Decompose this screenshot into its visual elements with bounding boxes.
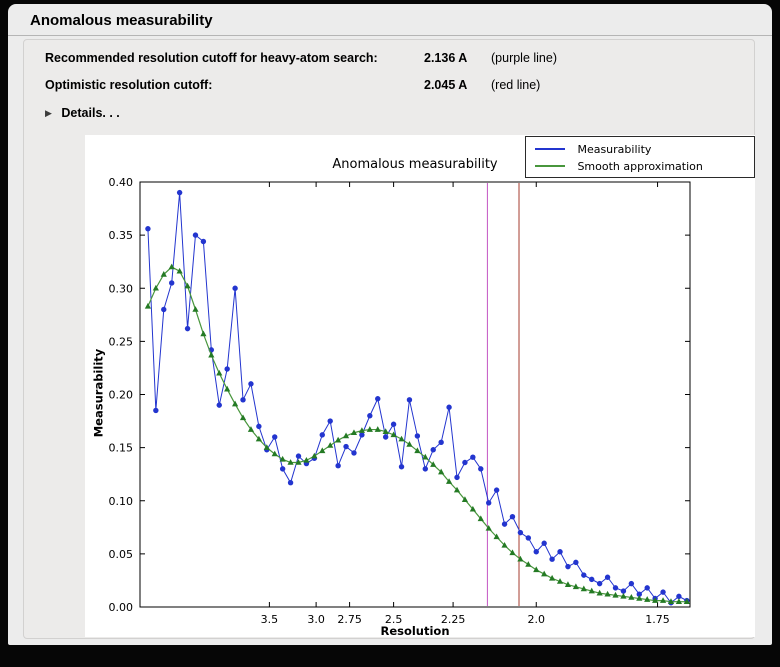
optimistic-cutoff-label: Optimistic resolution cutoff: xyxy=(45,78,213,92)
svg-text:2.5: 2.5 xyxy=(385,613,403,626)
summary-panel: Recommended resolution cutoff for heavy-… xyxy=(23,39,755,639)
smooth-approximation-line-swatch xyxy=(535,165,565,167)
optimistic-cutoff-note: (red line) xyxy=(491,78,541,92)
recommended-cutoff-value: 2.136 A xyxy=(424,51,468,65)
legend-item-smooth-approximation: Smooth approximation xyxy=(526,157,754,174)
svg-text:2.75: 2.75 xyxy=(337,613,362,626)
svg-text:0.05: 0.05 xyxy=(109,548,134,561)
recommended-cutoff-label: Recommended resolution cutoff for heavy-… xyxy=(45,51,378,65)
svg-text:0.10: 0.10 xyxy=(109,495,134,508)
svg-text:0.25: 0.25 xyxy=(109,335,134,348)
disclosure-triangle-icon[interactable]: ▶ xyxy=(45,108,52,118)
svg-text:0.15: 0.15 xyxy=(109,442,134,455)
svg-text:3.0: 3.0 xyxy=(307,613,325,626)
chart-legend: Measurability Smooth approximation xyxy=(525,136,755,178)
header-divider xyxy=(8,35,772,36)
x-axis-label: Resolution xyxy=(380,624,450,638)
info-row-optimistic-cutoff: Optimistic resolution cutoff: 2.045 A (r… xyxy=(24,78,754,94)
svg-text:0.35: 0.35 xyxy=(109,229,134,242)
svg-text:0.30: 0.30 xyxy=(109,282,134,295)
details-disclosure[interactable]: ▶ Details. . . xyxy=(45,106,120,122)
details-label: Details. . . xyxy=(61,106,120,120)
chart-title: Anomalous measurability xyxy=(332,157,498,172)
svg-text:2.25: 2.25 xyxy=(441,613,466,626)
legend-item-measurability: Measurability xyxy=(526,140,754,157)
svg-text:0.00: 0.00 xyxy=(109,601,134,614)
y-axis-label: Measurability xyxy=(91,348,106,438)
svg-text:0.40: 0.40 xyxy=(109,176,134,189)
legend-label-smooth-approximation: Smooth approximation xyxy=(577,160,703,173)
page-title: Anomalous measurability xyxy=(30,12,213,29)
legend-label-measurability: Measurability xyxy=(577,143,652,156)
svg-text:0.20: 0.20 xyxy=(109,389,134,402)
info-row-recommended-cutoff: Recommended resolution cutoff for heavy-… xyxy=(24,51,754,67)
chart-figure: 0.00 0.05 0.10 0.15 0.20 0.25 0.30 0.35 0.40 3.5 3… xyxy=(85,135,755,638)
optimistic-cutoff-value: 2.045 A xyxy=(424,78,468,92)
recommended-cutoff-note: (purple line) xyxy=(491,51,558,65)
svg-text:2.0: 2.0 xyxy=(528,613,546,626)
svg-text:3.5: 3.5 xyxy=(261,613,279,626)
svg-text:1.75: 1.75 xyxy=(645,613,670,626)
measurability-line-swatch xyxy=(535,148,565,150)
plot-canvas: 0.00 0.05 0.10 0.15 0.20 0.25 0.30 0.35 0.40 3.5 3… xyxy=(109,176,691,626)
app-window: Anomalous measurability Recommended reso… xyxy=(8,4,772,645)
